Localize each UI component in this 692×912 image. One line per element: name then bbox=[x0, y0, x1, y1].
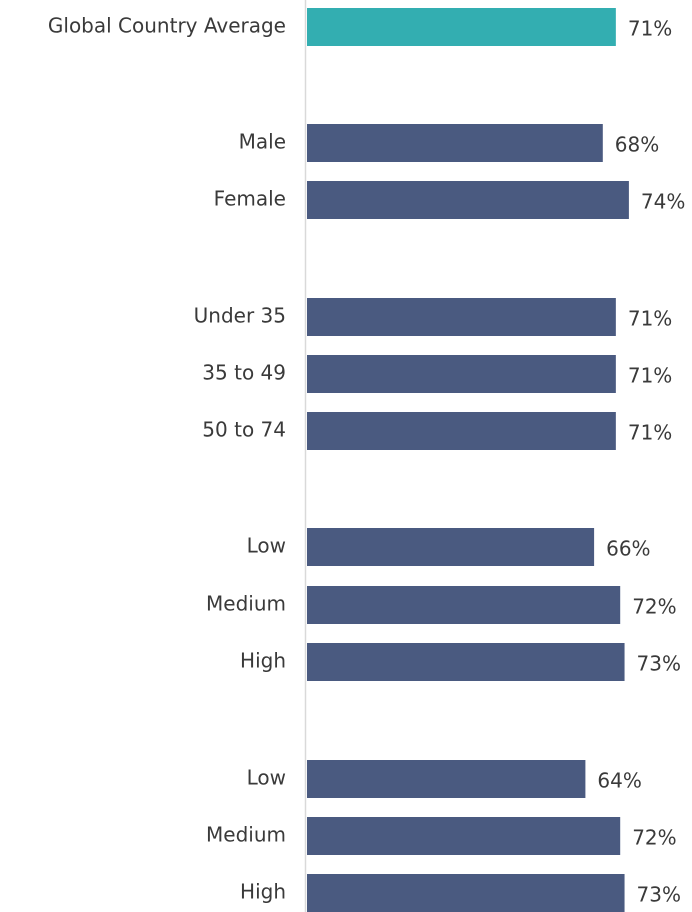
category-label-7: Medium bbox=[206, 592, 286, 616]
value-label-9: 64% bbox=[597, 769, 641, 793]
value-label-11: 73% bbox=[637, 883, 681, 907]
category-label-10: Medium bbox=[206, 823, 286, 847]
value-label-4: 71% bbox=[628, 364, 672, 388]
category-label-0: Global Country Average bbox=[48, 14, 286, 38]
value-label-8: 73% bbox=[637, 652, 681, 676]
value-label-3: 71% bbox=[628, 307, 672, 331]
bar-11 bbox=[307, 874, 625, 912]
value-label-6: 66% bbox=[606, 537, 650, 561]
bar-6 bbox=[307, 528, 595, 566]
value-label-10: 72% bbox=[632, 826, 676, 850]
bar-7 bbox=[307, 586, 621, 624]
category-label-4: 35 to 49 bbox=[202, 361, 286, 385]
category-label-5: 50 to 74 bbox=[202, 418, 286, 442]
bar-1 bbox=[307, 124, 603, 162]
bar-8 bbox=[307, 643, 625, 681]
category-label-1: Male bbox=[239, 130, 286, 154]
category-label-6: Low bbox=[247, 534, 286, 558]
category-label-11: High bbox=[240, 880, 286, 904]
bar-0 bbox=[307, 8, 616, 46]
value-label-0: 71% bbox=[628, 17, 672, 41]
value-label-7: 72% bbox=[632, 595, 676, 619]
bar-4 bbox=[307, 355, 616, 393]
value-label-5: 71% bbox=[628, 421, 672, 445]
bar-9 bbox=[307, 760, 586, 798]
value-label-1: 68% bbox=[615, 133, 659, 157]
bar-5 bbox=[307, 412, 616, 450]
category-label-9: Low bbox=[247, 766, 286, 790]
bar-2 bbox=[307, 181, 629, 219]
category-label-8: High bbox=[240, 649, 286, 673]
value-label-2: 74% bbox=[641, 190, 685, 214]
category-label-3: Under 35 bbox=[194, 304, 286, 328]
bar-3 bbox=[307, 298, 616, 336]
bar-10 bbox=[307, 817, 621, 855]
category-label-2: Female bbox=[214, 187, 286, 211]
